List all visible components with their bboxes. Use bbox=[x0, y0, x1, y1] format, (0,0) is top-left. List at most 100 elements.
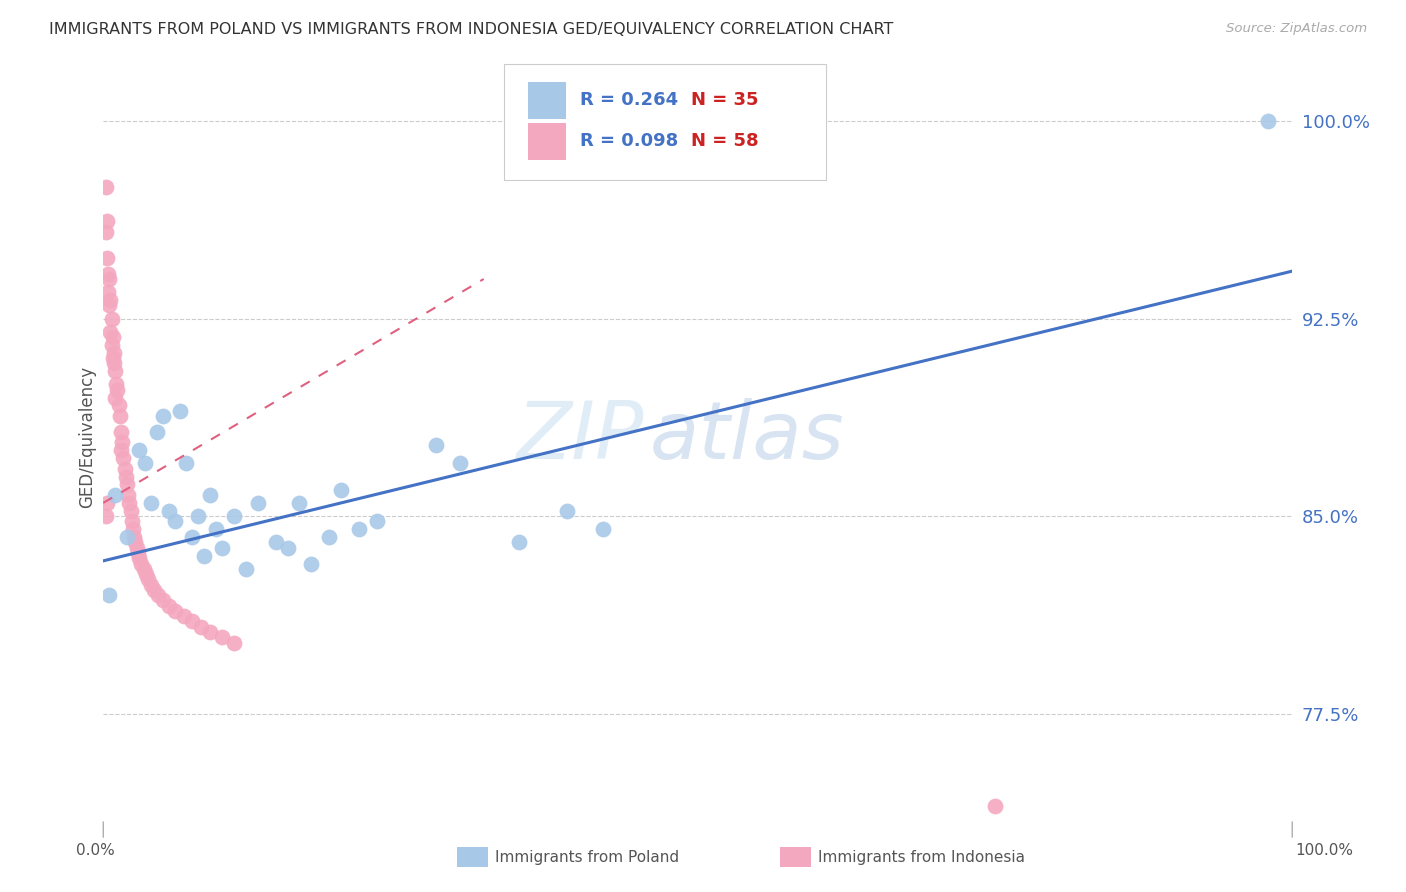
Point bbox=[96, 214, 118, 228]
Point bbox=[235, 562, 257, 576]
Text: N = 58: N = 58 bbox=[690, 132, 758, 151]
Text: Immigrants from Indonesia: Immigrants from Indonesia bbox=[818, 850, 1025, 864]
Point bbox=[146, 588, 169, 602]
Point bbox=[104, 391, 127, 405]
Point bbox=[105, 377, 128, 392]
Point bbox=[121, 514, 143, 528]
Point bbox=[132, 562, 155, 576]
Point bbox=[190, 620, 212, 634]
Point bbox=[288, 496, 311, 510]
Point bbox=[124, 535, 146, 549]
Point bbox=[366, 514, 388, 528]
Point bbox=[152, 409, 174, 423]
Point bbox=[112, 451, 135, 466]
Point bbox=[347, 522, 370, 536]
Point bbox=[173, 609, 195, 624]
Text: 0.0%: 0.0% bbox=[76, 843, 115, 858]
Point bbox=[163, 604, 186, 618]
Point bbox=[97, 285, 120, 300]
Text: Immigrants from Poland: Immigrants from Poland bbox=[495, 850, 679, 864]
Point bbox=[187, 509, 209, 524]
Point bbox=[101, 330, 124, 344]
Text: N = 35: N = 35 bbox=[690, 91, 758, 109]
Point bbox=[125, 541, 148, 555]
Point bbox=[96, 496, 118, 510]
Point bbox=[127, 546, 149, 560]
Point bbox=[143, 582, 166, 597]
Point bbox=[107, 399, 129, 413]
FancyBboxPatch shape bbox=[527, 123, 565, 160]
Point bbox=[104, 364, 127, 378]
Point bbox=[299, 557, 322, 571]
Point bbox=[98, 325, 121, 339]
Point bbox=[318, 530, 340, 544]
Point bbox=[138, 572, 160, 586]
Point bbox=[211, 541, 233, 555]
FancyBboxPatch shape bbox=[503, 64, 827, 179]
Text: R = 0.098: R = 0.098 bbox=[581, 132, 678, 151]
Point bbox=[94, 509, 117, 524]
Point bbox=[120, 504, 142, 518]
Point bbox=[134, 457, 156, 471]
Point bbox=[181, 615, 204, 629]
Point bbox=[107, 383, 129, 397]
Point bbox=[330, 483, 353, 497]
Point bbox=[592, 522, 614, 536]
Point bbox=[163, 514, 186, 528]
Point bbox=[110, 425, 132, 439]
Point bbox=[103, 346, 125, 360]
Text: ZIP: ZIP bbox=[517, 398, 644, 476]
Point bbox=[114, 469, 136, 483]
Point bbox=[122, 522, 145, 536]
Point bbox=[984, 798, 1007, 813]
Point bbox=[128, 443, 150, 458]
Point bbox=[111, 435, 134, 450]
Point bbox=[200, 625, 222, 640]
Point bbox=[176, 457, 198, 471]
Point bbox=[139, 496, 162, 510]
Point bbox=[108, 409, 131, 423]
Y-axis label: GED/Equivalency: GED/Equivalency bbox=[79, 366, 96, 508]
Point bbox=[115, 530, 138, 544]
Point bbox=[115, 477, 138, 491]
Point bbox=[264, 535, 287, 549]
Point bbox=[129, 557, 152, 571]
Point bbox=[276, 541, 298, 555]
Point bbox=[101, 351, 124, 365]
Point bbox=[555, 504, 578, 518]
Point bbox=[98, 588, 121, 602]
Text: atlas: atlas bbox=[650, 398, 845, 476]
Text: Source: ZipAtlas.com: Source: ZipAtlas.com bbox=[1226, 22, 1367, 36]
Point bbox=[100, 338, 122, 352]
Point bbox=[145, 425, 167, 439]
Point bbox=[152, 593, 174, 607]
Point bbox=[508, 535, 530, 549]
FancyBboxPatch shape bbox=[527, 82, 565, 119]
Point bbox=[181, 530, 204, 544]
Point bbox=[114, 461, 136, 475]
Point bbox=[128, 551, 150, 566]
Point bbox=[425, 438, 447, 452]
Point bbox=[205, 522, 228, 536]
Point bbox=[135, 567, 157, 582]
Point bbox=[117, 488, 139, 502]
Text: R = 0.264: R = 0.264 bbox=[581, 91, 678, 109]
Point bbox=[222, 509, 245, 524]
Point bbox=[110, 443, 132, 458]
Point bbox=[98, 272, 121, 286]
Point bbox=[157, 599, 180, 613]
Point bbox=[96, 251, 118, 265]
Point bbox=[211, 630, 233, 644]
Text: 100.0%: 100.0% bbox=[1295, 843, 1354, 858]
Point bbox=[246, 496, 269, 510]
Point bbox=[222, 635, 245, 649]
Point bbox=[1257, 114, 1279, 128]
Point bbox=[100, 311, 122, 326]
Point bbox=[118, 496, 141, 510]
Point bbox=[449, 457, 471, 471]
Point bbox=[98, 293, 121, 307]
Point bbox=[104, 488, 127, 502]
Point bbox=[122, 530, 145, 544]
Point bbox=[94, 225, 117, 239]
Point bbox=[200, 488, 222, 502]
